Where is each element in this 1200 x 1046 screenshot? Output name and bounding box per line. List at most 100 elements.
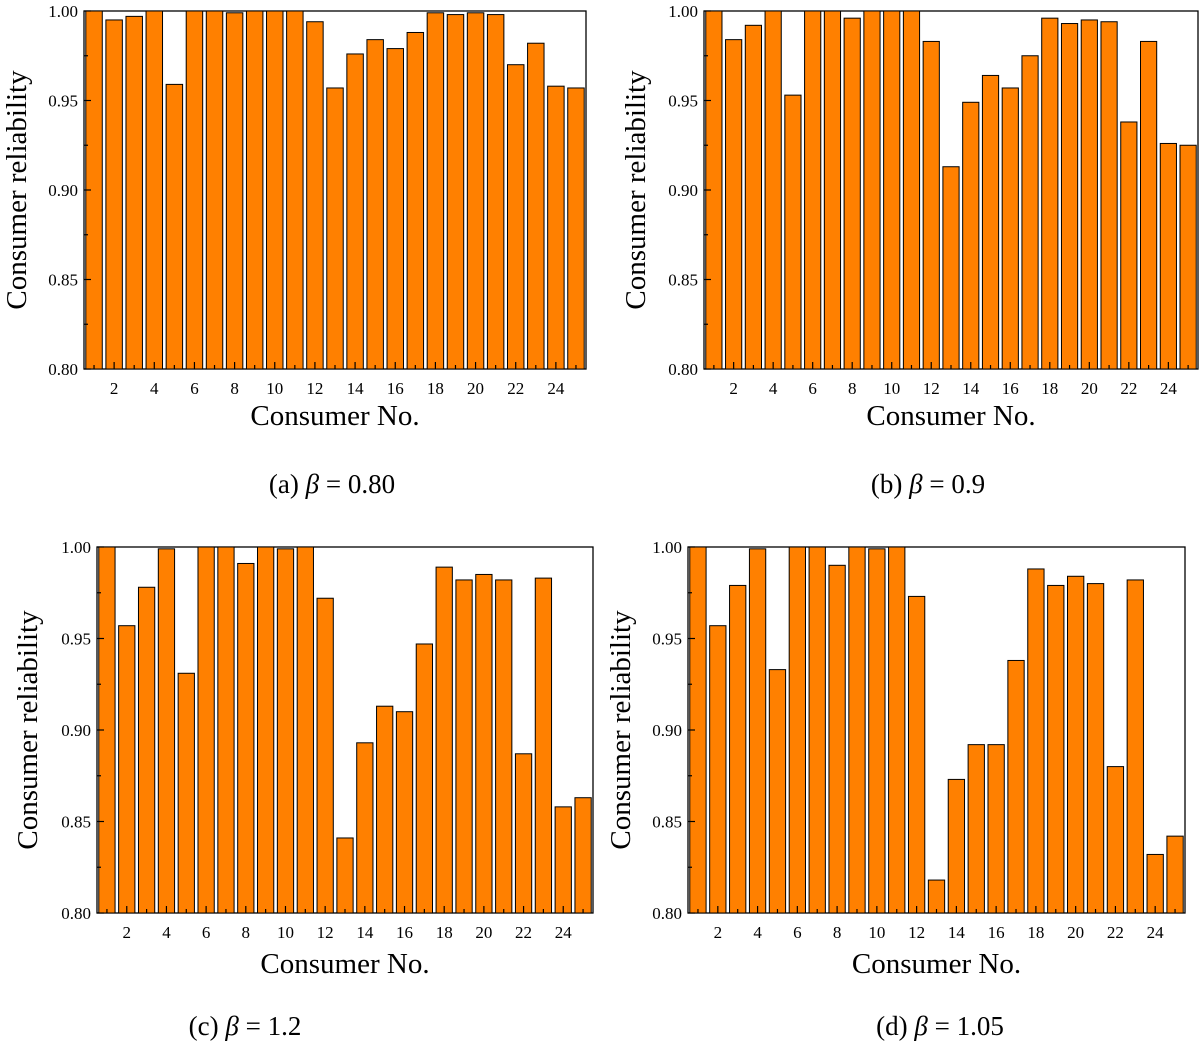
bar-d-consumer-23 — [1126, 579, 1144, 914]
caption-value-a: = 0.80 — [319, 469, 395, 499]
bar-a-consumer-23 — [527, 42, 545, 370]
bar-b-consumer-9 — [863, 10, 881, 370]
panel-caption-c: (c) β = 1.2 — [189, 1011, 302, 1041]
y-tick-label-c: 0.80 — [61, 904, 91, 923]
bar-a-consumer-10 — [266, 10, 284, 370]
bar-c-consumer-7 — [217, 546, 235, 914]
bar-d-consumer-12 — [907, 595, 926, 914]
x-tick-label-a: 22 — [507, 379, 524, 398]
bar-d-consumer-15 — [967, 744, 985, 914]
x-tick-label-b: 14 — [962, 379, 980, 398]
bar-c-consumer-11 — [296, 546, 314, 914]
bar-d-consumer-14 — [947, 778, 966, 914]
y-tick-label-b: 1.00 — [668, 2, 698, 21]
bar-a-consumer-17 — [406, 31, 425, 370]
x-axis-label-a: Consumer No. — [250, 400, 419, 432]
bar-a-consumer-22 — [506, 64, 525, 370]
y-tick-label-c: 0.90 — [61, 721, 91, 740]
bar-a-consumer-25 — [567, 87, 585, 370]
bar-b-consumer-25 — [1179, 144, 1197, 370]
x-tick-label-c: 2 — [123, 923, 132, 942]
bar-d-consumer-3 — [729, 584, 747, 914]
bar-c-consumer-24 — [554, 806, 572, 914]
x-tick-label-c: 18 — [436, 923, 453, 942]
y-axis-label-a: Consumer reliability — [1, 70, 33, 310]
bar-d-consumer-6 — [788, 546, 806, 914]
x-tick-label-c: 4 — [162, 923, 171, 942]
caption-value-c: = 1.2 — [239, 1011, 301, 1041]
bar-b-consumer-5 — [784, 94, 802, 370]
chart-panel-d: 0.800.850.900.951.002 4 6 8 10 12 14 16 18 20 22 24… — [605, 538, 1186, 1041]
x-tick-label-a: 14 — [347, 379, 365, 398]
x-tick-label-a: 2 — [110, 379, 119, 398]
x-axis-label-b: Consumer No. — [866, 400, 1035, 432]
x-tick-label-c: 14 — [356, 923, 374, 942]
bar-d-consumer-9 — [848, 546, 866, 914]
panel-caption-d: (d) β = 1.05 — [876, 1011, 1004, 1041]
bar-b-consumer-8 — [843, 17, 861, 370]
bar-b-consumer-3 — [744, 24, 762, 370]
y-tick-label-a: 0.90 — [48, 181, 78, 200]
x-tick-label-b: 2 — [729, 379, 738, 398]
y-axis-label-b: Consumer reliability — [620, 70, 652, 310]
x-axis-label-c: Consumer No. — [260, 948, 429, 980]
bar-b-consumer-11 — [902, 10, 921, 370]
x-tick-label-d: 4 — [753, 923, 762, 942]
x-tick-label-d: 24 — [1147, 923, 1165, 942]
bar-a-consumer-9 — [245, 10, 264, 370]
bar-c-consumer-16 — [395, 711, 414, 914]
bar-d-consumer-13 — [927, 879, 946, 914]
y-tick-label-b: 0.90 — [668, 181, 698, 200]
bar-d-consumer-5 — [768, 669, 787, 914]
bar-b-consumer-6 — [804, 10, 822, 370]
x-tick-label-c: 6 — [202, 923, 211, 942]
chart-panel-c: 0.800.850.900.951.002 4 6 8 10 12 14 16 18 20 22 24… — [12, 538, 594, 1041]
bar-c-consumer-4 — [157, 548, 176, 914]
bar-b-consumer-22 — [1120, 121, 1138, 370]
x-tick-label-d: 16 — [988, 923, 1005, 942]
bar-d-consumer-4 — [748, 548, 767, 914]
bar-b-consumer-18 — [1041, 17, 1059, 370]
bar-c-consumer-3 — [137, 586, 156, 914]
bar-d-consumer-11 — [888, 546, 906, 914]
bar-d-consumer-19 — [1047, 584, 1065, 914]
bar-c-consumer-13 — [336, 837, 354, 914]
bar-a-consumer-24 — [547, 85, 565, 370]
bar-d-consumer-25 — [1166, 835, 1184, 914]
bar-c-consumer-2 — [118, 625, 136, 914]
beta-symbol-d: β — [913, 1011, 928, 1041]
bar-d-consumer-8 — [828, 564, 846, 914]
x-tick-label-d: 20 — [1067, 923, 1084, 942]
x-tick-label-d: 12 — [908, 923, 925, 942]
bar-d-consumer-20 — [1067, 575, 1085, 914]
chart-panel-b: 0.800.850.900.951.002 4 6 8 10 12 14 16 18 20 22 24… — [620, 2, 1199, 499]
x-tick-label-c: 22 — [515, 923, 532, 942]
bar-a-consumer-19 — [446, 14, 465, 370]
y-tick-label-c: 1.00 — [61, 538, 91, 557]
bar-c-consumer-5 — [177, 672, 195, 914]
bar-a-consumer-5 — [165, 83, 184, 370]
y-tick-label-d: 0.90 — [652, 721, 682, 740]
x-tick-label-a: 12 — [306, 379, 323, 398]
beta-symbol-c: β — [224, 1011, 239, 1041]
bar-d-consumer-2 — [709, 625, 727, 914]
y-tick-label-d: 0.85 — [652, 813, 682, 832]
bar-a-consumer-14 — [346, 53, 364, 370]
bar-c-consumer-21 — [495, 579, 513, 914]
x-tick-label-b: 18 — [1041, 379, 1058, 398]
caption-prefix-d: (d) — [876, 1011, 914, 1041]
panel-caption-b: (b) β = 0.9 — [871, 469, 985, 499]
bar-a-consumer-21 — [486, 14, 505, 370]
bar-b-consumer-17 — [1021, 55, 1039, 370]
bar-a-consumer-18 — [426, 12, 445, 370]
bar-c-consumer-20 — [475, 573, 493, 914]
y-tick-label-a: 0.80 — [48, 360, 78, 379]
bar-b-consumer-14 — [962, 101, 980, 370]
chart-panel-a: 0.800.850.900.951.002 4 6 8 10 12 14 16 18 20 22 24… — [1, 2, 587, 499]
bar-a-consumer-6 — [185, 10, 204, 370]
x-tick-label-b: 22 — [1120, 379, 1137, 398]
bar-c-consumer-6 — [197, 546, 215, 914]
bar-d-consumer-10 — [868, 548, 886, 914]
x-tick-label-d: 10 — [868, 923, 885, 942]
